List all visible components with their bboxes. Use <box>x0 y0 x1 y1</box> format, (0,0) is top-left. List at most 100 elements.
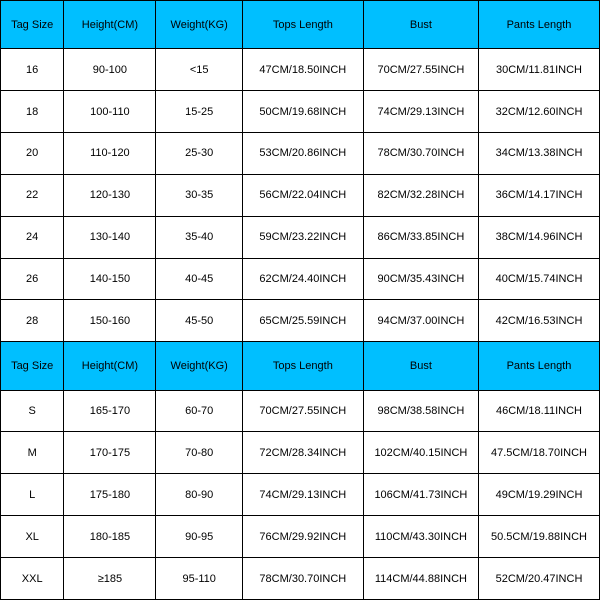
cell-tag: XXL <box>1 558 64 600</box>
cell-pants: 52CM/20.47INCH <box>479 558 600 600</box>
cell-weight: 95-110 <box>156 558 242 600</box>
table-row: M170-17570-8072CM/28.34INCH102CM/40.15IN… <box>1 432 600 474</box>
cell-height: 175-180 <box>64 474 156 516</box>
table-row: 1690-100<1547CM/18.50INCH70CM/27.55INCH3… <box>1 49 600 91</box>
cell-bust: 78CM/30.70INCH <box>363 133 478 175</box>
cell-tag: 28 <box>1 300 64 342</box>
cell-tops: 62CM/24.40INCH <box>242 258 363 300</box>
cell-tag: 20 <box>1 133 64 175</box>
cell-height: 180-185 <box>64 516 156 558</box>
cell-tops: 70CM/27.55INCH <box>242 390 363 432</box>
cell-weight: 30-35 <box>156 174 242 216</box>
cell-weight: 70-80 <box>156 432 242 474</box>
cell-pants: 49CM/19.29INCH <box>479 474 600 516</box>
cell-tag: S <box>1 390 64 432</box>
cell-pants: 38CM/14.96INCH <box>479 216 600 258</box>
cell-weight: 35-40 <box>156 216 242 258</box>
cell-pants: 50.5CM/19.88INCH <box>479 516 600 558</box>
cell-pants: 34CM/13.38INCH <box>479 133 600 175</box>
cell-height: 120-130 <box>64 174 156 216</box>
cell-tops: 59CM/23.22INCH <box>242 216 363 258</box>
cell-bust: 106CM/41.73INCH <box>363 474 478 516</box>
cell-tops: 47CM/18.50INCH <box>242 49 363 91</box>
header-bust: Bust <box>363 342 478 390</box>
cell-weight: 90-95 <box>156 516 242 558</box>
cell-tag: 18 <box>1 91 64 133</box>
cell-tops: 74CM/29.13INCH <box>242 474 363 516</box>
cell-tag: 16 <box>1 49 64 91</box>
cell-bust: 70CM/27.55INCH <box>363 49 478 91</box>
cell-bust: 98CM/38.58INCH <box>363 390 478 432</box>
cell-tag: M <box>1 432 64 474</box>
header-weight: Weight(KG) <box>156 342 242 390</box>
cell-pants: 40CM/15.74INCH <box>479 258 600 300</box>
table-row: L175-18080-9074CM/29.13INCH106CM/41.73IN… <box>1 474 600 516</box>
cell-pants: 42CM/16.53INCH <box>479 300 600 342</box>
cell-pants: 47.5CM/18.70INCH <box>479 432 600 474</box>
size-chart-table: Tag SizeHeight(CM)Weight(KG)Tops LengthB… <box>0 0 600 600</box>
header-tag: Tag Size <box>1 1 64 49</box>
header-tag: Tag Size <box>1 342 64 390</box>
cell-height: 165-170 <box>64 390 156 432</box>
table-row: 28150-16045-5065CM/25.59INCH94CM/37.00IN… <box>1 300 600 342</box>
table-row: S165-17060-7070CM/27.55INCH98CM/38.58INC… <box>1 390 600 432</box>
table-row: 24130-14035-4059CM/23.22INCH86CM/33.85IN… <box>1 216 600 258</box>
cell-bust: 102CM/40.15INCH <box>363 432 478 474</box>
header-tops: Tops Length <box>242 1 363 49</box>
cell-pants: 46CM/18.11INCH <box>479 390 600 432</box>
cell-weight: 45-50 <box>156 300 242 342</box>
size-chart-container: Tag SizeHeight(CM)Weight(KG)Tops LengthB… <box>0 0 600 600</box>
cell-tag: 24 <box>1 216 64 258</box>
cell-height: 90-100 <box>64 49 156 91</box>
cell-weight: 60-70 <box>156 390 242 432</box>
table-row: XXL≥18595-11078CM/30.70INCH114CM/44.88IN… <box>1 558 600 600</box>
header-pants: Pants Length <box>479 1 600 49</box>
cell-bust: 114CM/44.88INCH <box>363 558 478 600</box>
cell-tops: 65CM/25.59INCH <box>242 300 363 342</box>
header-pants: Pants Length <box>479 342 600 390</box>
cell-bust: 74CM/29.13INCH <box>363 91 478 133</box>
table-row: XL180-18590-9576CM/29.92INCH110CM/43.30I… <box>1 516 600 558</box>
cell-tag: 22 <box>1 174 64 216</box>
cell-tops: 56CM/22.04INCH <box>242 174 363 216</box>
cell-height: 150-160 <box>64 300 156 342</box>
cell-bust: 90CM/35.43INCH <box>363 258 478 300</box>
header-row-1: Tag SizeHeight(CM)Weight(KG)Tops LengthB… <box>1 1 600 49</box>
cell-tops: 53CM/20.86INCH <box>242 133 363 175</box>
header-height: Height(CM) <box>64 1 156 49</box>
cell-tops: 50CM/19.68INCH <box>242 91 363 133</box>
cell-pants: 32CM/12.60INCH <box>479 91 600 133</box>
cell-tag: L <box>1 474 64 516</box>
cell-tops: 78CM/30.70INCH <box>242 558 363 600</box>
cell-weight: <15 <box>156 49 242 91</box>
cell-bust: 110CM/43.30INCH <box>363 516 478 558</box>
table-body: Tag SizeHeight(CM)Weight(KG)Tops LengthB… <box>1 1 600 600</box>
header-tops: Tops Length <box>242 342 363 390</box>
cell-tops: 76CM/29.92INCH <box>242 516 363 558</box>
cell-weight: 25-30 <box>156 133 242 175</box>
cell-height: 170-175 <box>64 432 156 474</box>
cell-pants: 30CM/11.81INCH <box>479 49 600 91</box>
table-row: 18100-11015-2550CM/19.68INCH74CM/29.13IN… <box>1 91 600 133</box>
cell-height: ≥185 <box>64 558 156 600</box>
cell-height: 100-110 <box>64 91 156 133</box>
cell-weight: 15-25 <box>156 91 242 133</box>
table-row: 22120-13030-3556CM/22.04INCH82CM/32.28IN… <box>1 174 600 216</box>
cell-bust: 82CM/32.28INCH <box>363 174 478 216</box>
cell-tag: 26 <box>1 258 64 300</box>
header-weight: Weight(KG) <box>156 1 242 49</box>
cell-weight: 40-45 <box>156 258 242 300</box>
cell-height: 140-150 <box>64 258 156 300</box>
table-row: 26140-15040-4562CM/24.40INCH90CM/35.43IN… <box>1 258 600 300</box>
cell-bust: 86CM/33.85INCH <box>363 216 478 258</box>
cell-bust: 94CM/37.00INCH <box>363 300 478 342</box>
header-row-2: Tag SizeHeight(CM)Weight(KG)Tops LengthB… <box>1 342 600 390</box>
cell-height: 130-140 <box>64 216 156 258</box>
cell-weight: 80-90 <box>156 474 242 516</box>
cell-height: 110-120 <box>64 133 156 175</box>
header-bust: Bust <box>363 1 478 49</box>
header-height: Height(CM) <box>64 342 156 390</box>
cell-tops: 72CM/28.34INCH <box>242 432 363 474</box>
cell-tag: XL <box>1 516 64 558</box>
cell-pants: 36CM/14.17INCH <box>479 174 600 216</box>
